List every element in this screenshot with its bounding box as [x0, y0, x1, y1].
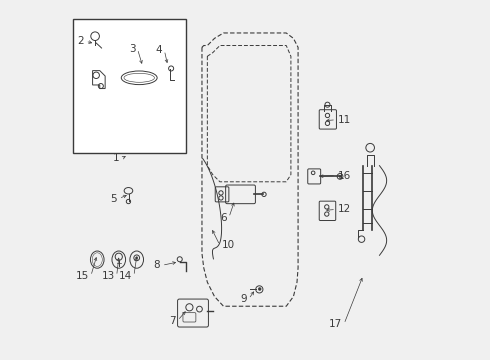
Text: 10: 10 — [221, 240, 235, 250]
Text: 5: 5 — [110, 194, 117, 204]
Bar — [73, 19, 186, 153]
Text: 9: 9 — [240, 294, 247, 304]
Text: 11: 11 — [338, 115, 351, 125]
Circle shape — [258, 288, 261, 291]
Text: 8: 8 — [153, 260, 160, 270]
Text: 7: 7 — [169, 316, 176, 325]
Text: 14: 14 — [119, 271, 132, 281]
Text: 6: 6 — [220, 213, 227, 222]
Text: 3: 3 — [129, 44, 136, 54]
Text: 1: 1 — [113, 153, 120, 163]
Text: 12: 12 — [338, 204, 351, 215]
Text: 16: 16 — [338, 171, 351, 181]
Text: 4: 4 — [156, 45, 163, 55]
Text: 15: 15 — [76, 271, 89, 281]
Circle shape — [339, 175, 341, 177]
Text: 17: 17 — [329, 319, 342, 329]
Circle shape — [136, 257, 138, 259]
Text: 13: 13 — [101, 271, 115, 281]
Text: 2: 2 — [77, 36, 84, 46]
